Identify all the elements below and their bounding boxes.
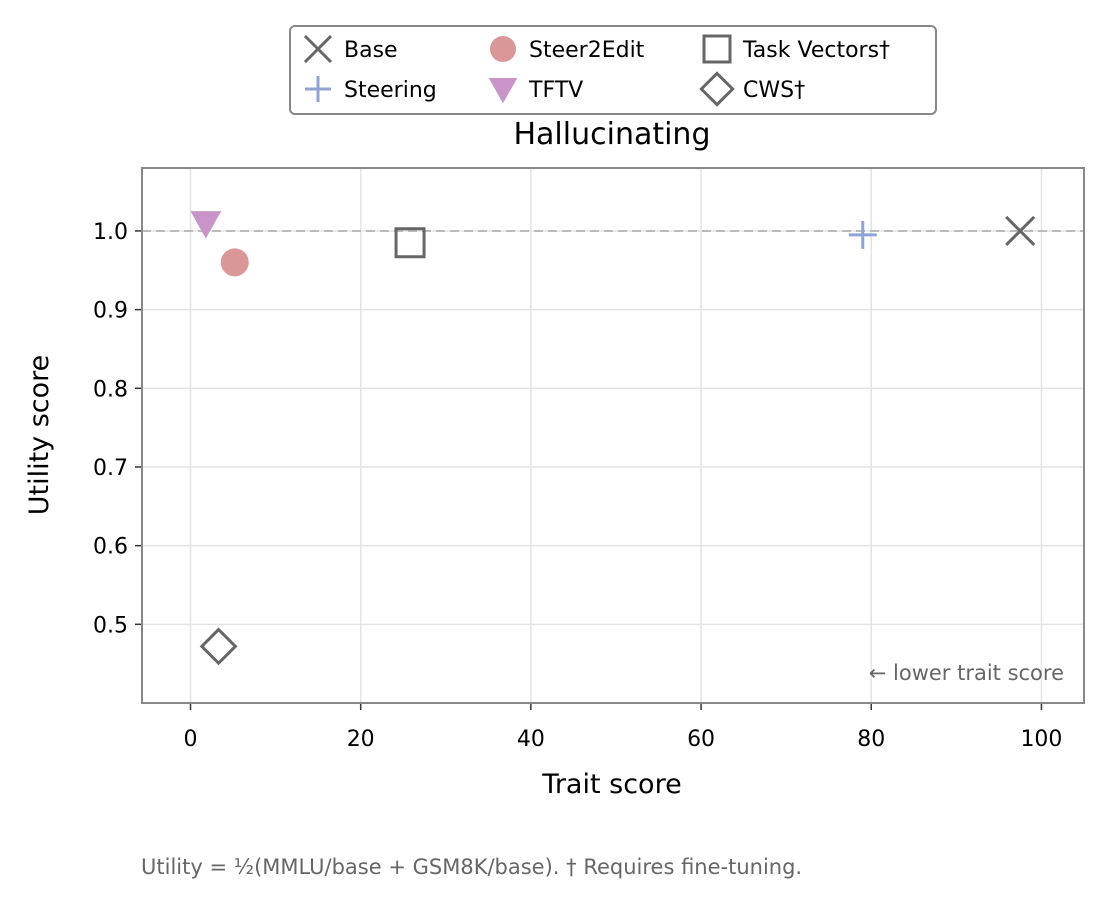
legend-label: Task Vectors† <box>742 38 890 63</box>
legend-marker <box>702 34 732 64</box>
legend-label: TFTV <box>528 78 583 103</box>
legend: Base Steering Steer2Edit TFTV Task Vectors† C… <box>289 25 937 115</box>
x-tick-label: 20 <box>347 727 375 752</box>
legend-item: Steering <box>305 76 437 103</box>
y-tick-label: 1.0 <box>93 220 128 245</box>
chart-annotation: ← lower trait score <box>869 661 1064 685</box>
legend-item: Base <box>303 34 398 64</box>
legend-item: TFTV <box>488 77 583 104</box>
data-point <box>220 248 249 277</box>
y-tick-label: 0.7 <box>93 456 128 481</box>
x-axis-label: Trait score <box>541 769 681 800</box>
x-tick-label: 80 <box>857 727 885 752</box>
data-point <box>848 220 877 249</box>
x-tick-label: 40 <box>517 727 545 752</box>
y-axis-label: Utility score <box>24 355 55 516</box>
x-tick-label: 0 <box>184 727 198 752</box>
legend-marker <box>490 36 516 62</box>
axis-ticks: 0 20 40 60 80 100 0.5 0.6 0.7 0.8 0.9 1.0 <box>93 220 1062 752</box>
data-point <box>199 627 238 666</box>
legend-frame <box>289 25 937 115</box>
x-tick-label: 100 <box>1020 727 1062 752</box>
legend-label: Steer2Edit <box>529 38 645 63</box>
plot-frame <box>141 167 1085 704</box>
y-tick-label: 0.5 <box>93 613 128 638</box>
legend-marker <box>488 77 518 104</box>
legend-label: CWS† <box>743 78 805 103</box>
grid <box>142 168 1084 703</box>
data-point <box>394 227 426 259</box>
legend-marker <box>305 76 331 102</box>
legend-label: Steering <box>344 78 437 103</box>
data-points <box>190 211 1036 666</box>
y-tick-label: 0.6 <box>93 535 128 560</box>
x-tick-label: 60 <box>687 727 715 752</box>
legend-item: Steer2Edit <box>490 36 645 63</box>
chart-title: Hallucinating <box>513 117 710 152</box>
legend-marker <box>303 34 333 64</box>
footnote: Utility = ½(MMLU/base + GSM8K/base). † R… <box>141 855 802 879</box>
legend-item: CWS† <box>699 71 805 107</box>
legend-label: Base <box>344 38 398 63</box>
data-point <box>190 211 222 239</box>
legend-item: Task Vectors† <box>702 34 890 64</box>
data-point <box>1005 215 1036 247</box>
y-tick-label: 0.9 <box>93 299 128 324</box>
legend-marker <box>699 71 735 107</box>
y-tick-label: 0.8 <box>93 377 128 402</box>
